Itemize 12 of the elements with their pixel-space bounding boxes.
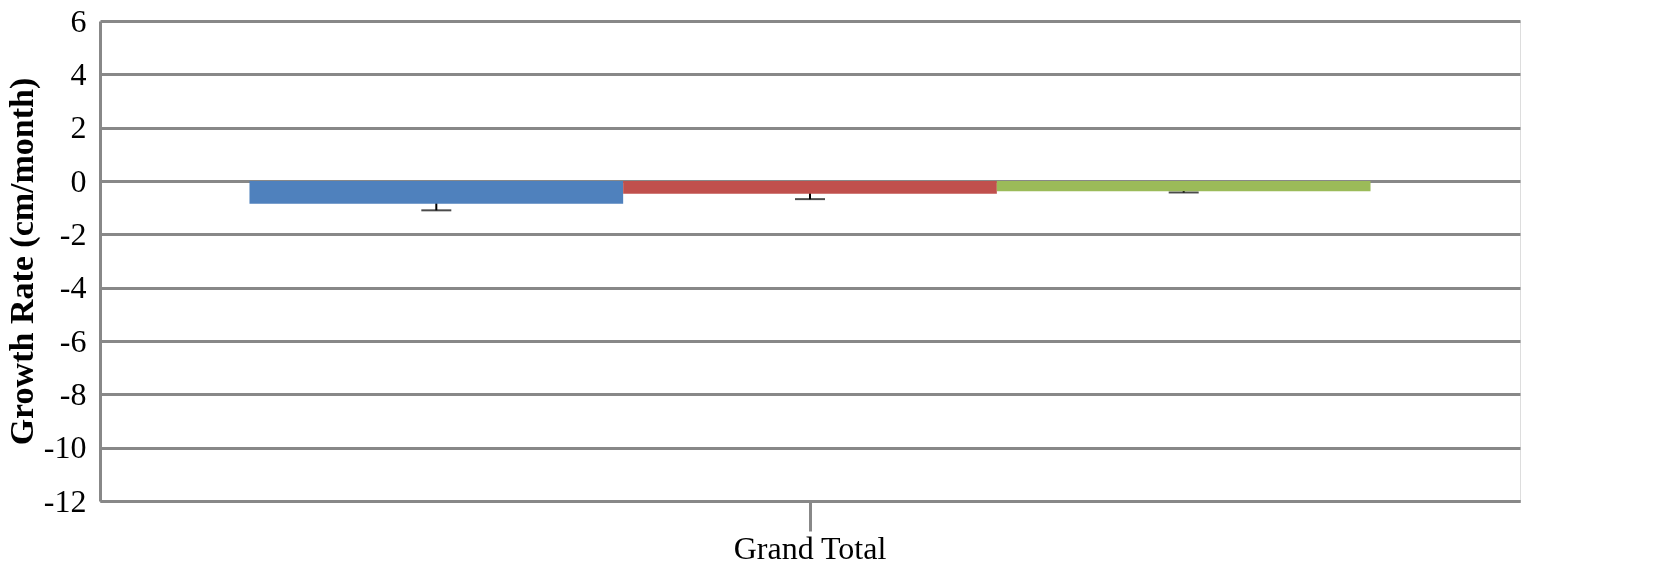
y-tick-label: 2 (70, 109, 87, 146)
y-tick-label: 6 (70, 2, 87, 39)
x-tick-label: Grand Total (733, 529, 887, 566)
y-tick-label: -12 (43, 482, 87, 519)
y-axis-title: Growth Rate (cm/month) (2, 77, 41, 446)
y-tick-label: -2 (59, 215, 87, 252)
y-tick-label: -8 (59, 375, 87, 412)
y-tick-label: 0 (70, 162, 87, 199)
y-tick-label: -6 (59, 322, 87, 359)
y-tick-label: -10 (43, 429, 87, 466)
y-tick-label: -4 (59, 269, 87, 306)
y-tick-label: 4 (70, 55, 87, 92)
